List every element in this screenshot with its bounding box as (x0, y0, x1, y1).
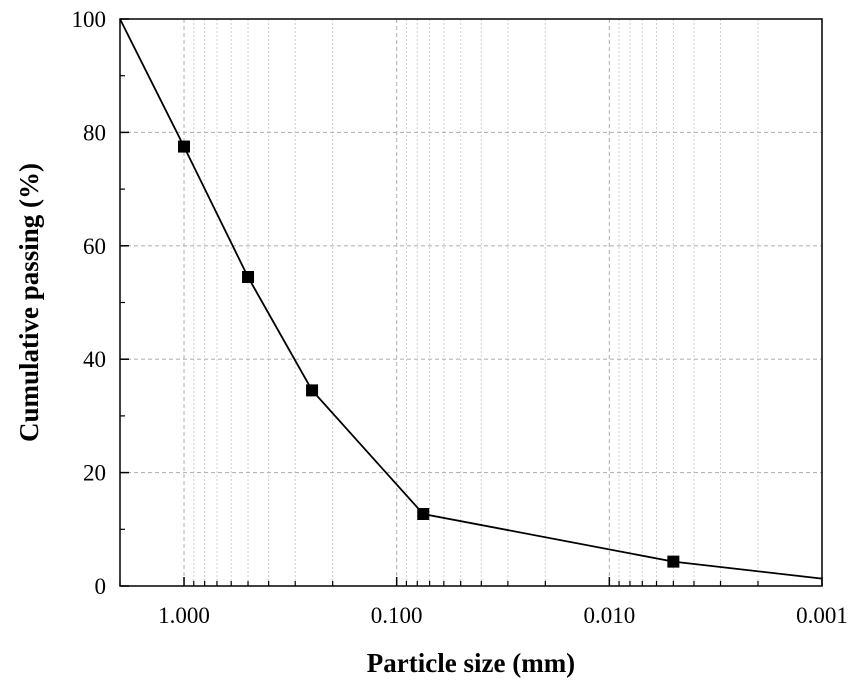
y-axis-label: Cumulative passing (%) (14, 163, 44, 442)
data-point-marker (242, 270, 255, 283)
y-tick-label: 0 (95, 574, 107, 599)
data-point-marker (667, 555, 680, 568)
data-point-marker (306, 384, 319, 397)
data-point-marker (178, 140, 191, 153)
x-tick-label: 1.000 (158, 603, 210, 628)
major-gridlines (120, 19, 823, 586)
series-line (119, 18, 823, 580)
axis-ticks (119, 18, 823, 587)
x-tick-label: 0.100 (371, 603, 423, 628)
x-tick-label: 0.010 (583, 603, 635, 628)
y-tick-label: 20 (83, 461, 106, 486)
y-tick-labels: 0 20 40 60 80 100 (72, 7, 107, 599)
data-point-marker (417, 507, 430, 520)
x-axis-label: Particle size (mm) (367, 648, 575, 678)
y-tick-label: 80 (83, 120, 106, 145)
plot-frame (119, 18, 823, 587)
x-tick-labels: 1.000 0.100 0.010 0.001 (158, 603, 848, 628)
x-tick-label: 0.001 (796, 603, 848, 628)
y-tick-label: 40 (83, 347, 106, 372)
y-tick-label: 60 (83, 234, 106, 259)
y-tick-label: 100 (72, 7, 107, 32)
minor-gridlines (119, 19, 759, 586)
data-series (119, 18, 823, 580)
